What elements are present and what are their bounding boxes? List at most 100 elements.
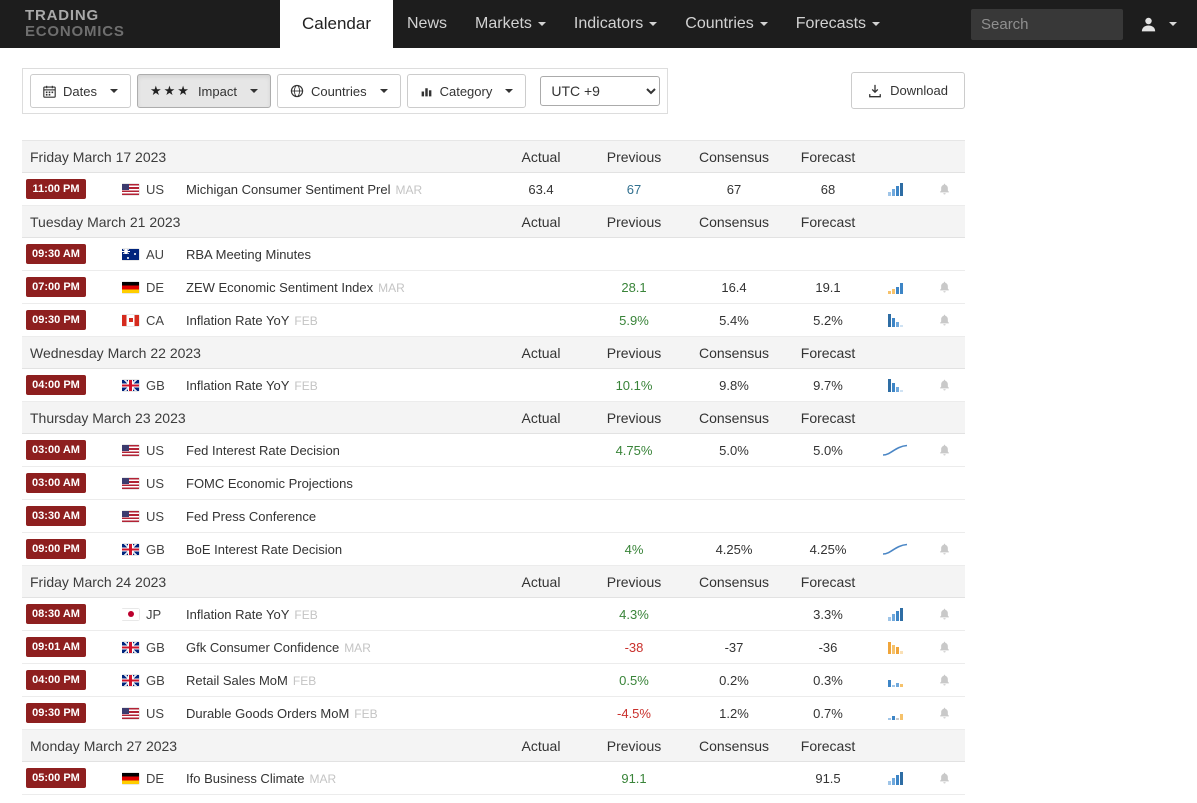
download-button[interactable]: Download (851, 72, 965, 109)
date-header-row: Thursday March 23 2023 Actual Previous Cons… (22, 402, 965, 434)
event-name[interactable]: Ifo Business Climate (186, 770, 305, 786)
mini-chart-line-icon[interactable] (882, 443, 908, 457)
search-input[interactable] (971, 8, 1123, 40)
us-flag-icon (122, 444, 139, 456)
event-name[interactable]: Retail Sales MoM (186, 672, 288, 688)
event-row[interactable]: 09:01 AM GB Gfk Consumer Confidence MAR -38 -… (22, 631, 965, 664)
nav-item-forecasts[interactable]: Forecasts (782, 0, 894, 48)
nav-item-label: News (407, 15, 448, 32)
mini-chart-bars-up-icon[interactable] (887, 182, 903, 196)
mini-chart-bars-orange-icon[interactable] (887, 640, 903, 654)
bell-icon[interactable] (938, 182, 951, 196)
chevron-down-icon (649, 22, 658, 26)
time-badge: 09:30 AM (26, 244, 86, 264)
event-name[interactable]: ZEW Economic Sentiment Index (186, 279, 374, 295)
mini-chart-line-icon[interactable] (882, 542, 908, 556)
user-icon (1139, 15, 1158, 34)
column-header-consensus: Consensus (698, 344, 770, 361)
trading-economics-logo[interactable]: TRADING ECONOMICS (0, 0, 280, 48)
event-name[interactable]: FOMC Economic Projections (186, 475, 353, 491)
mini-chart-bars-scatter-icon[interactable] (887, 673, 903, 687)
event-row[interactable]: 08:30 AM JP Inflation Rate YoY FEB 4.3% 3.3% (22, 598, 965, 631)
category-filter-button[interactable]: Category (406, 74, 527, 108)
impact-filter-button[interactable]: ★★★ Impact (136, 74, 271, 108)
bell-icon[interactable] (938, 378, 951, 392)
event-row[interactable]: 09:30 PM US Durable Goods Orders MoM FEB -4.… (22, 697, 965, 730)
forecast-value: 0.3% (813, 672, 843, 688)
event-name[interactable]: Inflation Rate YoY (186, 377, 290, 393)
bell-icon[interactable] (938, 640, 951, 654)
chevron-down-icon (872, 22, 881, 26)
time-badge: 03:00 AM (26, 473, 86, 493)
us-flag-icon (122, 183, 139, 195)
event-name[interactable]: Inflation Rate YoY (186, 606, 290, 622)
consensus-value: 4.25% (715, 541, 753, 557)
event-row[interactable]: 09:00 PM GB BoE Interest Rate Decision 4% 4.… (22, 533, 965, 566)
event-row[interactable]: 03:30 AM US Fed Press Conference (22, 500, 965, 533)
event-name[interactable]: Gfk Consumer Confidence (186, 639, 340, 655)
event-row[interactable]: 05:00 PM DE Ifo Business Climate MAR 91.1 91.… (22, 762, 965, 795)
nav-item-label: Forecasts (795, 15, 867, 32)
consensus-value: -37 (724, 639, 744, 655)
event-name[interactable]: Fed Interest Rate Decision (186, 442, 340, 458)
bell-icon[interactable] (938, 607, 951, 621)
event-row[interactable]: 03:00 AM US FOMC Economic Projections (22, 467, 965, 500)
event-name[interactable]: BoE Interest Rate Decision (186, 541, 343, 557)
mini-chart-bars-mixed-icon[interactable] (887, 280, 903, 294)
event-name[interactable]: Michigan Consumer Sentiment Prel (186, 181, 391, 197)
event-row[interactable]: 09:30 PM CA Inflation Rate YoY FEB 5.9% 5.4% 5… (22, 304, 965, 337)
previous-value: 4% (624, 541, 644, 557)
nav-item-markets[interactable]: Markets (461, 0, 560, 48)
date-header-row: Tuesday March 21 2023 Actual Previous Conse… (22, 206, 965, 238)
mini-chart-bars-down-icon[interactable] (887, 378, 903, 392)
bell-icon[interactable] (938, 706, 951, 720)
bell-icon[interactable] (938, 313, 951, 327)
actual-value: 63.4 (528, 181, 554, 197)
country-code: DE (146, 279, 165, 295)
main-nav: Calendar News Markets Indicators Countries Fo… (280, 0, 894, 48)
bell-icon[interactable] (938, 673, 951, 687)
event-row[interactable]: 04:00 PM GB Retail Sales MoM FEB 0.5% 0.2% 0.3… (22, 664, 965, 697)
country-code: GB (146, 377, 165, 393)
bell-icon[interactable] (938, 280, 951, 294)
event-row[interactable]: 03:00 AM US Fed Interest Rate Decision 4.75… (22, 434, 965, 467)
countries-filter-button[interactable]: Countries (276, 74, 401, 108)
date-label: Friday March 17 2023 (30, 148, 167, 165)
bell-icon[interactable] (938, 771, 951, 785)
time-badge: 03:30 AM (26, 506, 86, 526)
column-header-forecast: Forecast (800, 573, 856, 590)
mini-chart-bars-up-icon[interactable] (887, 607, 903, 621)
event-name[interactable]: Inflation Rate YoY (186, 312, 290, 328)
bell-icon[interactable] (938, 542, 951, 556)
column-header-forecast: Forecast (800, 737, 856, 754)
mini-chart-bars-up-icon[interactable] (887, 771, 903, 785)
download-label: Download (890, 83, 948, 98)
forecast-value: 3.3% (813, 606, 843, 622)
nav-item-calendar[interactable]: Calendar (280, 0, 393, 48)
gb-flag-icon (122, 543, 139, 555)
nav-item-countries[interactable]: Countries (671, 0, 781, 48)
previous-value: 10.1% (615, 377, 653, 393)
chevron-down-icon (505, 89, 514, 93)
mini-chart-bars-dash-icon[interactable] (887, 706, 903, 720)
nav-item-news[interactable]: News (393, 0, 461, 48)
bell-icon[interactable] (938, 443, 951, 457)
country-code: US (146, 475, 165, 491)
dates-filter-button[interactable]: Dates (30, 74, 131, 108)
event-row[interactable]: 09:30 AM AU RBA Meeting Minutes (22, 238, 965, 271)
column-header-previous: Previous (606, 344, 662, 361)
de-flag-icon (122, 281, 139, 293)
previous-value: 4.3% (619, 606, 649, 622)
event-row[interactable]: 11:00 PM US Michigan Consumer Sentiment Pr… (22, 173, 965, 206)
timezone-select[interactable]: UTC +9 (540, 76, 661, 106)
forecast-value: 5.0% (813, 442, 843, 458)
event-name[interactable]: RBA Meeting Minutes (186, 246, 312, 262)
user-menu[interactable] (1123, 0, 1197, 48)
country-code: GB (146, 672, 165, 688)
event-row[interactable]: 04:00 PM GB Inflation Rate YoY FEB 10.1% 9.8%… (22, 369, 965, 402)
mini-chart-bars-down-icon[interactable] (887, 313, 903, 327)
event-name[interactable]: Durable Goods Orders MoM (186, 705, 350, 721)
event-row[interactable]: 07:00 PM DE ZEW Economic Sentiment Index MA… (22, 271, 965, 304)
nav-item-indicators[interactable]: Indicators (560, 0, 671, 48)
event-name[interactable]: Fed Press Conference (186, 508, 317, 524)
